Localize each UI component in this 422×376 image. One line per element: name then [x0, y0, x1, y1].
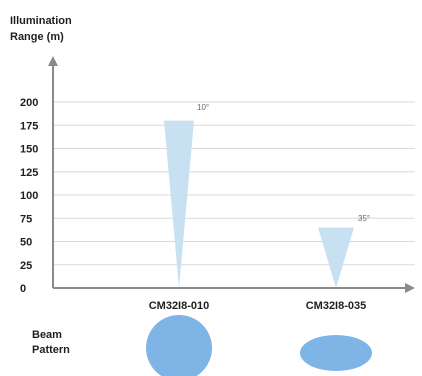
y-axis-label: Illumination Range (m): [10, 15, 72, 43]
y-tick-label-50: 50: [20, 237, 32, 249]
y-tick-label-200: 200: [20, 97, 38, 109]
x-category-label-cm32i8-010: CM32I8-010: [149, 300, 210, 312]
beam-bars: [164, 120, 354, 288]
x-category-labels: CM32I8-010 CM32I8-035: [149, 300, 367, 312]
axes: [48, 56, 415, 293]
y-axis-label-line-2: Range (m): [10, 31, 64, 43]
y-tick-label-25: 25: [20, 260, 32, 272]
grid-lines: [53, 101, 415, 266]
y-tick-label-150: 150: [20, 144, 38, 156]
y-tick-label-100: 100: [20, 190, 38, 202]
beam-patterns: [146, 315, 372, 376]
y-tick-labels: 0 25 50 75 100 125 150 175 200: [20, 97, 38, 295]
beam-bar-cm32i8-035: [318, 227, 354, 288]
beam-bar-cm32i8-010: [164, 120, 194, 288]
beam-angle-label-1: 10°: [197, 103, 209, 112]
beam-angle-label-2: 35°: [358, 214, 370, 223]
beam-pattern-cm32i8-010: [146, 315, 212, 376]
y-tick-label-175: 175: [20, 120, 38, 132]
beam-angle-labels: 10° 35°: [197, 103, 370, 223]
y-axis-arrow: [48, 56, 58, 66]
beam-pattern-cm32i8-035: [300, 335, 372, 371]
y-tick-label-0: 0: [20, 283, 26, 295]
x-axis-arrow: [405, 283, 415, 293]
y-axis-label-line-1: Illumination: [10, 15, 72, 27]
beam-pattern-label-line-1: Beam: [32, 329, 62, 341]
beam-pattern-label-line-2: Pattern: [32, 344, 70, 356]
beam-pattern-label: Beam Pattern: [32, 329, 70, 356]
y-tick-label-75: 75: [20, 213, 32, 225]
y-tick-label-125: 125: [20, 167, 38, 179]
x-category-label-cm32i8-035: CM32I8-035: [306, 300, 367, 312]
